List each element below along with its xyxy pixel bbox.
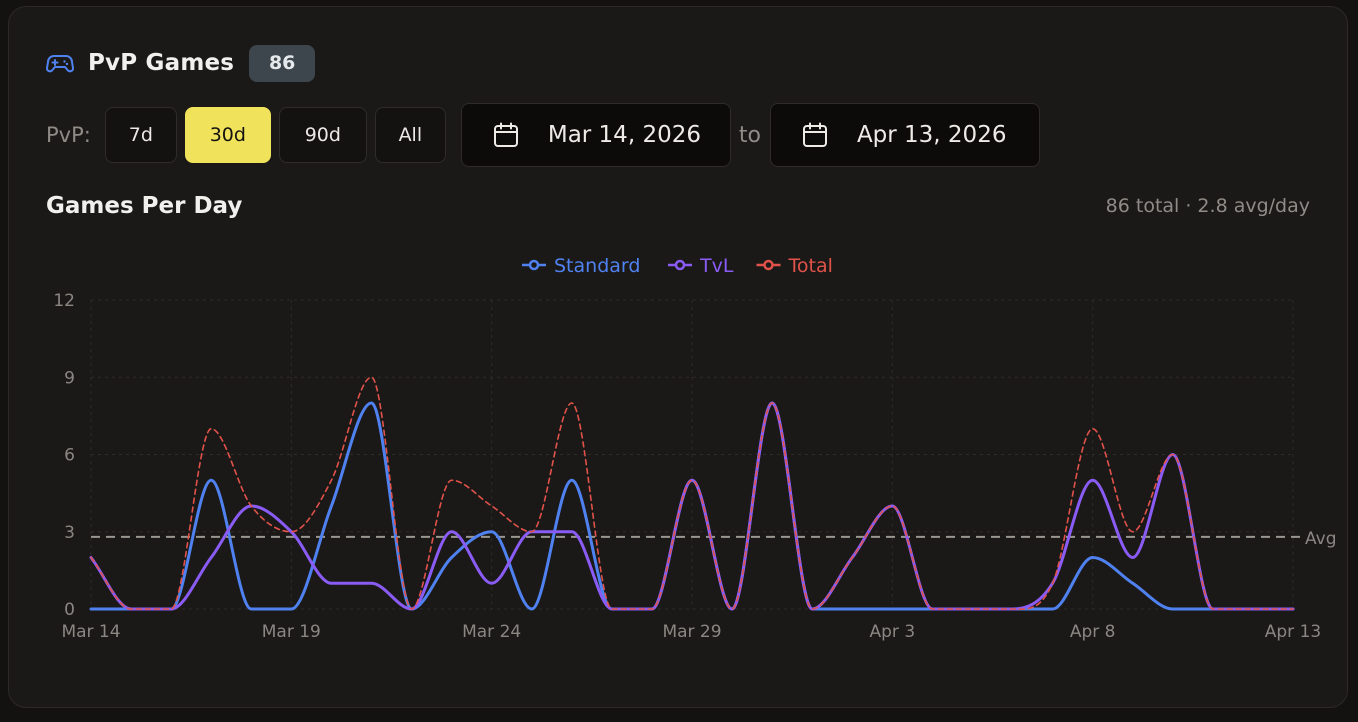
series-line-total bbox=[90, 376, 1294, 611]
x-tick-label: Mar 14 bbox=[61, 622, 120, 642]
x-tick-label: Apr 3 bbox=[870, 622, 916, 642]
y-tick-label: 0 bbox=[64, 600, 75, 620]
card-header: PvP Games 86 bbox=[46, 43, 316, 83]
range-30d-button[interactable]: 30d bbox=[184, 107, 271, 163]
y-tick-label: 9 bbox=[64, 368, 75, 388]
range-90d-button[interactable]: 90d bbox=[278, 107, 367, 163]
y-tick-label: 6 bbox=[64, 446, 75, 466]
range-filters: PvP: 7d 30d 90d All Mar 14, 2026 to Apr … bbox=[46, 103, 1040, 167]
legend-marker-tvl bbox=[674, 259, 686, 271]
games-count-badge: 86 bbox=[249, 44, 316, 82]
card-title: PvP Games bbox=[88, 50, 235, 76]
legend-label-total: Total bbox=[788, 255, 833, 277]
x-tick-label: Mar 19 bbox=[262, 622, 321, 642]
range-7d-button[interactable]: 7d bbox=[104, 107, 177, 163]
pvp-games-card: PvP Games 86 PvP: 7d 30d 90d All Mar 14,… bbox=[8, 6, 1348, 708]
from-date-value: Mar 14, 2026 bbox=[547, 122, 701, 148]
legend-marker-standard bbox=[528, 259, 540, 271]
y-tick-label: 12 bbox=[53, 291, 75, 311]
chart-summary: 86 total · 2.8 avg/day bbox=[1105, 195, 1310, 217]
x-tick-label: Apr 13 bbox=[1265, 622, 1321, 642]
legend-marker-total bbox=[763, 259, 774, 271]
average-label: Avg bbox=[1305, 529, 1337, 549]
chart-title: Games Per Day bbox=[46, 193, 243, 219]
date-separator: to bbox=[738, 122, 761, 148]
calendar-icon bbox=[492, 121, 520, 149]
games-per-day-chart: 0 3 6 9 12 Mar 14 Mar 19 Mar 24 Mar 29 Apr 3 Apr 8… bbox=[53, 255, 1337, 642]
legend-label-tvl: TvL bbox=[699, 255, 734, 277]
gamepad-icon bbox=[46, 49, 74, 77]
y-tick-label: 3 bbox=[64, 523, 75, 543]
from-date-picker[interactable]: Mar 14, 2026 bbox=[460, 103, 731, 167]
x-tick-label: Apr 8 bbox=[1070, 622, 1116, 642]
to-date-picker[interactable]: Apr 13, 2026 bbox=[769, 103, 1040, 167]
to-date-value: Apr 13, 2026 bbox=[856, 122, 1007, 148]
calendar-icon bbox=[801, 121, 829, 149]
x-tick-label: Mar 24 bbox=[462, 622, 521, 642]
x-tick-label: Mar 29 bbox=[662, 622, 721, 642]
legend-label-standard: Standard bbox=[554, 255, 640, 277]
chart-legend: Standard TvL Total bbox=[522, 255, 833, 277]
range-all-button[interactable]: All bbox=[374, 107, 446, 163]
filter-label: PvP: bbox=[46, 123, 91, 147]
